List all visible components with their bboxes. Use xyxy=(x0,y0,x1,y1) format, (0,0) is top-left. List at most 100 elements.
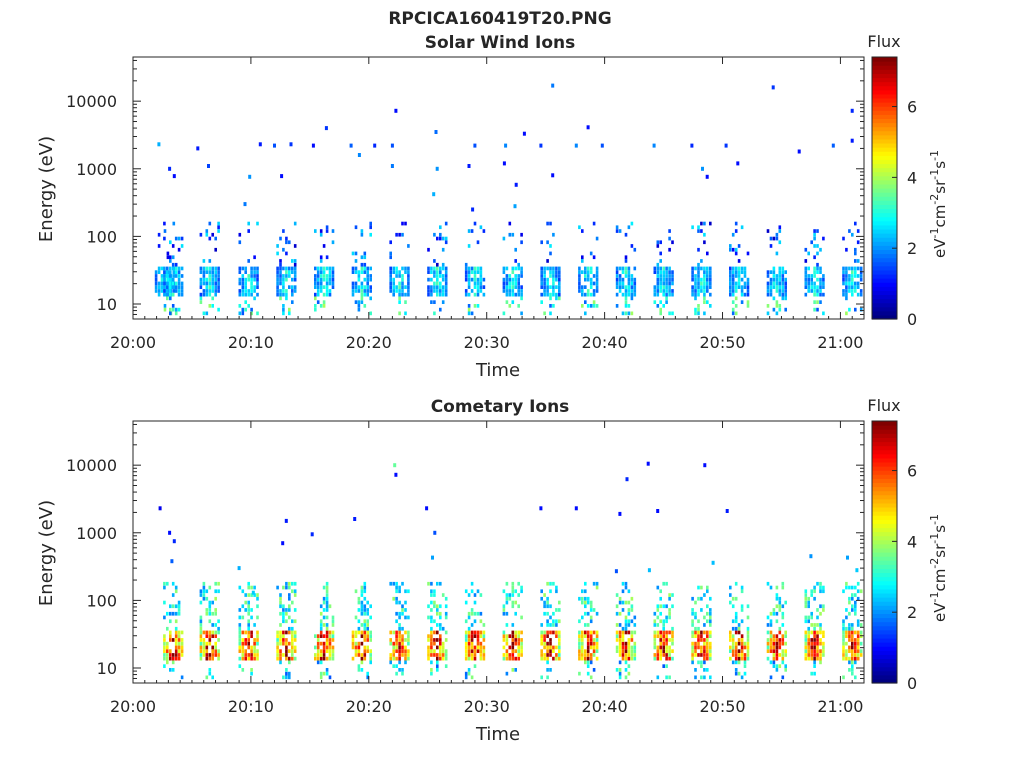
heatmap-cell xyxy=(433,653,436,657)
heatmap-cell xyxy=(592,649,596,653)
heatmap-cell xyxy=(398,300,401,304)
colorbar-step xyxy=(872,421,897,426)
heatmap-cell xyxy=(328,641,332,646)
heatmap-cell xyxy=(256,638,259,642)
heatmap-cell xyxy=(511,585,515,590)
heatmap-cell xyxy=(166,653,169,657)
heatmap-cell xyxy=(325,229,329,233)
heatmap-cell xyxy=(433,285,436,289)
heatmap-cell xyxy=(671,270,674,274)
heatmap-cell xyxy=(630,281,634,286)
heatmap-cell xyxy=(174,262,178,267)
heatmap-cell xyxy=(589,277,593,282)
heatmap-cell xyxy=(842,649,845,653)
heatmap-cell xyxy=(282,653,285,657)
heatmap-cell xyxy=(464,630,468,635)
heatmap-cell xyxy=(154,289,158,293)
heatmap-cell xyxy=(706,251,709,256)
heatmap-cell xyxy=(366,270,369,274)
heatmap-cell xyxy=(325,630,329,635)
heatmap-cell xyxy=(743,645,747,650)
heatmap-cell xyxy=(743,660,747,665)
heatmap-cell xyxy=(357,664,361,668)
heatmap-cell xyxy=(691,611,694,616)
heatmap-cell xyxy=(656,649,660,653)
heatmap-cell xyxy=(174,585,178,590)
heatmap-cell xyxy=(282,611,285,616)
heatmap-cell xyxy=(444,615,448,620)
heatmap-cell xyxy=(325,600,329,605)
heatmap-cell xyxy=(401,638,404,642)
heatmap-cell xyxy=(325,581,329,586)
heatmap-cell xyxy=(781,266,785,271)
heatmap-cell xyxy=(804,259,808,263)
heatmap-cell xyxy=(291,649,294,653)
heatmap-cell xyxy=(319,232,323,237)
data-point xyxy=(432,192,436,197)
heatmap-cell xyxy=(807,634,810,638)
data-point xyxy=(656,509,660,513)
heatmap-cell xyxy=(177,236,181,241)
heatmap-cell xyxy=(322,649,326,653)
colorbar-tick-label: 0 xyxy=(907,310,917,329)
heatmap-cell xyxy=(282,285,285,289)
heatmap-cell xyxy=(360,232,364,237)
heatmap-cell xyxy=(389,255,392,260)
heatmap-cell xyxy=(668,289,671,293)
heatmap-cell xyxy=(319,289,323,293)
heatmap-cell xyxy=(520,649,523,653)
heatmap-cell xyxy=(256,604,259,609)
heatmap-cell xyxy=(546,600,549,605)
heatmap-cell xyxy=(851,596,854,601)
heatmap-cell xyxy=(505,611,509,616)
heatmap-cell xyxy=(859,274,863,278)
heatmap-cell xyxy=(586,292,590,297)
colorbar-step xyxy=(872,147,897,152)
heatmap-cell xyxy=(851,630,854,635)
heatmap-cell xyxy=(217,281,220,286)
heatmap-cell xyxy=(214,274,217,278)
heatmap-cell xyxy=(552,270,555,274)
heatmap-cell xyxy=(392,653,395,657)
colorbar-step xyxy=(872,216,897,222)
heatmap-cell xyxy=(517,292,520,297)
x-tick-label: 20:20 xyxy=(346,333,392,352)
heatmap-cell xyxy=(848,596,851,601)
colorbar-step xyxy=(872,433,897,438)
heatmap-cell xyxy=(694,630,697,635)
heatmap-cell xyxy=(360,266,364,271)
colorbar-step xyxy=(872,527,897,533)
heatmap-cell xyxy=(291,600,294,605)
colorbar-tick-label: 6 xyxy=(907,462,917,481)
heatmap-cell xyxy=(734,656,738,661)
heatmap-cell xyxy=(740,656,744,661)
heatmap-cell xyxy=(854,285,857,289)
heatmap-cell xyxy=(354,285,358,289)
heatmap-cell xyxy=(436,289,439,293)
x-tick-label: 20:40 xyxy=(582,697,628,716)
heatmap-cell xyxy=(214,589,217,594)
heatmap-cell xyxy=(859,289,863,293)
heatmap-cell xyxy=(700,596,703,601)
colorbar-step xyxy=(872,302,897,308)
data-point xyxy=(237,566,241,571)
heatmap-cell xyxy=(618,285,622,289)
heatmap-cell xyxy=(807,619,810,624)
heatmap-cell xyxy=(813,664,816,668)
heatmap-cell xyxy=(740,608,744,612)
heatmap-cell xyxy=(584,311,587,316)
heatmap-cell xyxy=(595,281,599,286)
heatmap-cell xyxy=(549,649,552,653)
heatmap-cell xyxy=(166,649,169,653)
heatmap-cell xyxy=(328,274,332,278)
heatmap-cell xyxy=(540,300,543,304)
heatmap-cell xyxy=(549,604,552,609)
heatmap-cell xyxy=(363,638,367,642)
heatmap-cell xyxy=(369,660,372,665)
heatmap-cell xyxy=(316,660,320,665)
heatmap-cell xyxy=(549,653,552,657)
heatmap-cell xyxy=(772,611,776,616)
heatmap-cell xyxy=(694,292,697,297)
heatmap-cell xyxy=(395,611,398,616)
heatmap-cell xyxy=(778,225,782,230)
